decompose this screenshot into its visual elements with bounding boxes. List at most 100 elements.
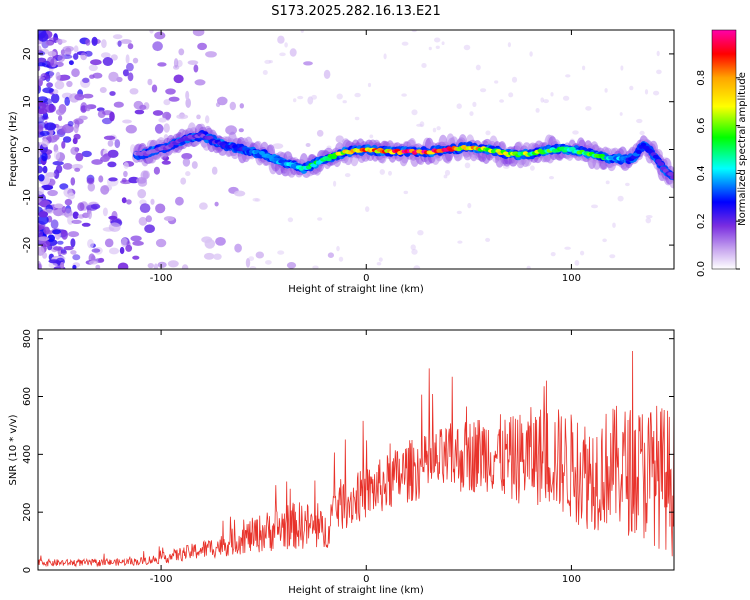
- noise-blob: [121, 178, 127, 183]
- noise-blob: [245, 258, 251, 268]
- noise-blob: [456, 103, 462, 109]
- noise-blob: [494, 80, 499, 84]
- noise-blob: [612, 222, 616, 228]
- noise-blob: [508, 92, 514, 98]
- noise-blob: [82, 212, 90, 219]
- noise-blob: [572, 130, 579, 135]
- noise-blob: [59, 128, 65, 136]
- noise-blob: [178, 48, 185, 56]
- noise-blob: [42, 87, 54, 94]
- noise-blob: [297, 95, 304, 100]
- noise-blob: [102, 207, 108, 217]
- noise-blob: [157, 62, 167, 67]
- noise-blob: [463, 44, 471, 51]
- noise-blob: [87, 182, 96, 192]
- chart-title: S173.2025.282.16.13.E21: [271, 4, 440, 19]
- noise-blob: [182, 157, 191, 167]
- noise-blob: [336, 245, 340, 252]
- noise-blob: [413, 265, 421, 269]
- spectrogram-ytick-label: -20: [22, 237, 33, 253]
- noise-blob: [239, 103, 244, 109]
- noise-blob: [75, 152, 84, 162]
- noise-blob: [311, 94, 317, 100]
- noise-blob: [60, 49, 65, 56]
- noise-blob: [215, 102, 221, 108]
- spectrogram-ytick-label: 20: [22, 48, 33, 61]
- noise-blob: [378, 257, 383, 262]
- noise-blob: [132, 57, 139, 64]
- noise-blob: [52, 134, 60, 141]
- noise-blob: [108, 215, 118, 220]
- noise-blob: [152, 41, 163, 52]
- noise-blob: [80, 52, 88, 61]
- noise-blob: [41, 138, 49, 148]
- noise-blob: [38, 62, 46, 67]
- noise-blob: [127, 72, 134, 82]
- spectrogram-noise-layer: [38, 30, 668, 269]
- noise-blob: [86, 177, 95, 185]
- noise-blob: [92, 72, 103, 79]
- snr-panel: -100 0 100 0 200 400 600 800 Height of straight…: [8, 329, 675, 596]
- noise-blob: [333, 180, 337, 187]
- noise-blob: [38, 230, 44, 237]
- noise-blob: [43, 226, 50, 235]
- noise-blob: [57, 54, 66, 62]
- noise-blob: [277, 35, 285, 44]
- noise-blob: [185, 98, 191, 108]
- noise-blob: [72, 137, 78, 145]
- noise-blob: [113, 101, 124, 108]
- noise-blob: [617, 195, 624, 202]
- snr-background: [38, 330, 674, 570]
- spectrogram-xlabel: Height of straight line (km): [288, 284, 424, 295]
- noise-blob: [107, 140, 114, 147]
- noise-blob: [136, 177, 147, 184]
- noise-blob: [71, 68, 80, 78]
- noise-blob: [312, 265, 319, 269]
- noise-blob: [194, 79, 206, 86]
- colorbar-ticks: 0.0 0.2 0.4 0.6 0.8: [696, 70, 740, 277]
- noise-blob: [71, 163, 84, 170]
- noise-blob: [535, 108, 540, 113]
- noise-blob: [62, 163, 73, 170]
- noise-blob: [602, 238, 607, 243]
- noise-blob: [540, 97, 544, 103]
- noise-blob: [66, 80, 73, 88]
- noise-blob: [114, 139, 121, 149]
- ridge-core: [657, 162, 665, 166]
- noise-blob: [112, 34, 123, 40]
- noise-blob: [620, 65, 624, 71]
- noise-blob: [419, 121, 425, 128]
- colorbar-tick-label: 0.4: [696, 165, 707, 181]
- noise-blob: [316, 129, 324, 137]
- noise-blob: [42, 165, 48, 174]
- noise-blob: [162, 111, 172, 120]
- noise-blob: [38, 32, 49, 42]
- noise-blob: [469, 111, 474, 116]
- noise-blob: [91, 36, 98, 47]
- snr-ytick-label: 200: [22, 503, 33, 522]
- noise-blob: [367, 82, 372, 88]
- noise-blob: [511, 76, 518, 83]
- noise-blob: [154, 31, 166, 40]
- noise-blob: [619, 112, 623, 116]
- noise-blob: [300, 30, 304, 33]
- noise-blob: [565, 74, 571, 78]
- noise-blob: [147, 78, 153, 86]
- noise-blob: [585, 106, 592, 111]
- noise-blob: [211, 166, 218, 175]
- noise-blob: [342, 100, 347, 104]
- noise-blob: [376, 262, 382, 266]
- noise-blob: [411, 109, 418, 116]
- noise-blob: [85, 104, 91, 112]
- noise-blob: [48, 262, 58, 269]
- noise-blob: [38, 246, 45, 256]
- noise-blob: [110, 54, 118, 61]
- noise-blob: [175, 196, 184, 206]
- noise-blob: [549, 176, 554, 180]
- colorbar-tick-label: 0.2: [696, 213, 707, 229]
- noise-blob: [185, 90, 190, 101]
- noise-blob: [475, 64, 481, 71]
- noise-blob: [530, 165, 535, 171]
- noise-blob: [38, 65, 41, 72]
- spectrogram-ylabel: Frequency (Hz): [8, 111, 19, 187]
